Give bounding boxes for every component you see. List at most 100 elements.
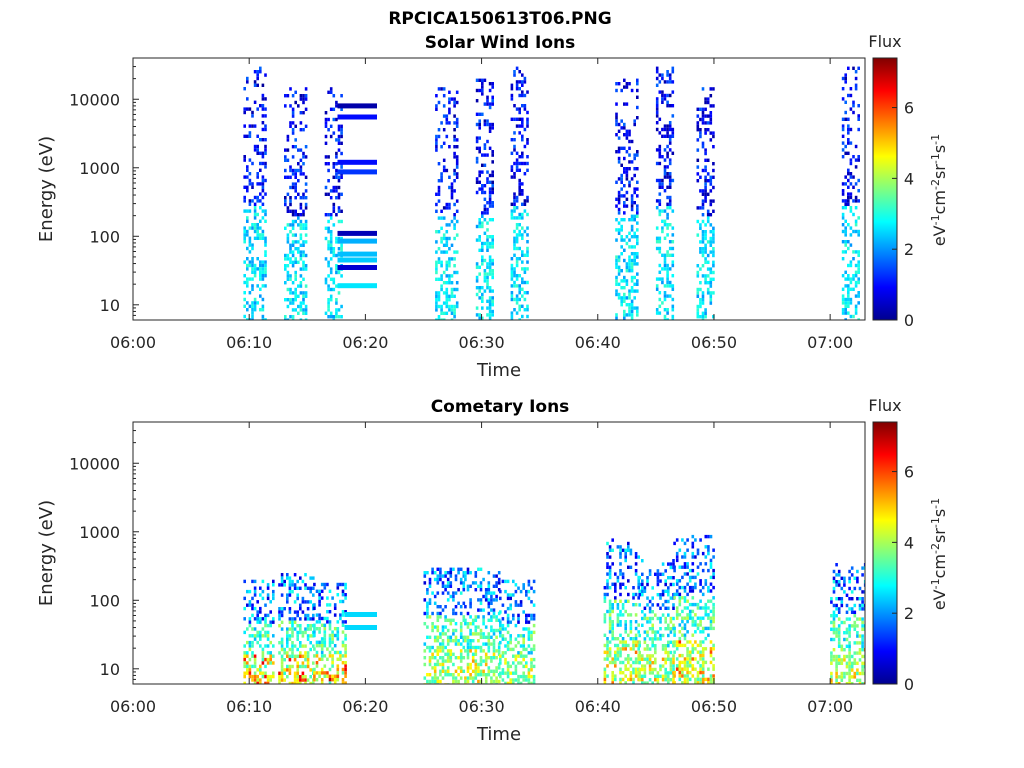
heatmap-cell: [518, 212, 521, 217]
heatmap-cell: [445, 250, 449, 254]
heatmap-cell: [251, 311, 254, 315]
x-tick-label: 06:10: [226, 333, 272, 352]
heatmap-cell: [709, 681, 713, 684]
heatmap-cell: [608, 599, 612, 603]
heatmap-cell: [638, 654, 641, 658]
heatmap-cell: [452, 608, 455, 612]
heatmap-cell: [479, 632, 483, 636]
heatmap-cell: [681, 674, 684, 678]
heatmap-cell: [482, 642, 485, 646]
heatmap-cell: [671, 240, 675, 244]
heatmap-cell: [863, 580, 865, 584]
heatmap-cell: [291, 681, 294, 684]
heatmap-cell: [621, 643, 625, 648]
heatmap-cell: [712, 315, 715, 319]
heatmap-cell: [636, 252, 639, 256]
heatmap-cell: [617, 255, 621, 259]
heatmap-cell: [706, 274, 710, 278]
heatmap-cell: [830, 651, 833, 655]
heatmap-cell: [513, 161, 516, 166]
heatmap-cell: [492, 611, 496, 616]
heatmap-cell: [487, 584, 491, 588]
heatmap-cell: [264, 107, 267, 111]
heatmap-cell: [616, 657, 620, 661]
heatmap-cell: [523, 107, 527, 111]
heatmap-cell: [256, 284, 259, 288]
heatmap-cell: [678, 623, 682, 627]
heatmap-cell: [286, 233, 290, 237]
heatmap-cell: [518, 161, 521, 166]
heatmap-cell: [466, 642, 470, 646]
heatmap-cell: [283, 668, 286, 672]
heatmap-cell: [464, 639, 467, 643]
heatmap-cell: [603, 620, 607, 624]
heatmap-cell: [706, 114, 710, 118]
heatmap-cell: [691, 623, 695, 627]
heatmap-cell: [688, 677, 692, 682]
heatmap-cell: [608, 572, 612, 576]
heatmap-cell: [853, 627, 857, 631]
heatmap-cell: [664, 582, 667, 587]
heatmap-cell: [299, 168, 303, 173]
y-tick-label: 10: [100, 296, 120, 315]
heatmap-cell: [261, 263, 265, 268]
heatmap-cell: [248, 657, 252, 662]
heatmap-cell: [517, 661, 520, 665]
heatmap-cell: [673, 640, 676, 644]
heatmap-cell: [318, 603, 321, 607]
heatmap-cell: [474, 649, 478, 653]
heatmap-cell: [625, 303, 629, 307]
heatmap-cell: [532, 623, 536, 628]
heatmap-cell: [435, 148, 438, 152]
heatmap-cell: [848, 644, 851, 648]
heatmap-cell: [696, 315, 700, 319]
heatmap-cell: [248, 603, 252, 607]
heatmap-cell: [296, 647, 299, 652]
heatmap-cell: [633, 201, 636, 205]
heatmap-cell: [248, 263, 252, 268]
heatmap-cell: [521, 236, 524, 240]
heatmap-cell: [449, 594, 453, 599]
heatmap-cell: [646, 633, 649, 638]
heatmap-cell: [289, 243, 292, 247]
heatmap-cell: [847, 141, 850, 145]
heatmap-cell: [253, 144, 257, 149]
heatmap-cell: [445, 264, 449, 268]
heatmap-cell: [332, 202, 336, 207]
heatmap-cell: [648, 627, 652, 631]
heatmap-cell: [658, 212, 662, 217]
heatmap-cell: [320, 657, 324, 661]
heatmap-cell: [320, 637, 324, 641]
heatmap-cell: [854, 83, 858, 87]
heatmap-cell: [658, 131, 662, 135]
heatmap-cell: [324, 277, 328, 281]
heatmap-cell: [634, 592, 638, 597]
heatmap-cell: [436, 577, 440, 582]
heatmap-cell: [615, 289, 618, 293]
heatmap-cell: [302, 111, 305, 115]
heatmap-cell: [854, 304, 858, 308]
heatmap-cell: [340, 315, 343, 319]
heatmap-cell: [707, 534, 710, 539]
heatmap-cell: [513, 243, 516, 247]
heatmap-cell: [683, 551, 687, 556]
heatmap-cell: [341, 630, 345, 634]
heatmap-cell: [299, 128, 303, 132]
heatmap-cell: [336, 664, 340, 668]
heatmap-cell: [663, 308, 667, 312]
heatmap-cell: [672, 623, 675, 627]
heatmap-cell: [624, 548, 627, 552]
heatmap-cell: [619, 660, 622, 665]
heatmap-cell: [450, 308, 454, 312]
heatmap-cell: [248, 600, 252, 604]
heatmap-cell: [701, 681, 705, 684]
heatmap-cell: [844, 182, 847, 186]
heatmap-cell: [329, 236, 333, 241]
heatmap-cell: [291, 240, 295, 244]
heatmap-cell: [261, 83, 265, 87]
heatmap-cell: [491, 272, 494, 276]
heatmap-cell: [628, 289, 631, 293]
heatmap-cell: [835, 634, 838, 638]
heatmap-cell: [522, 644, 525, 648]
heatmap-cell: [264, 613, 267, 618]
